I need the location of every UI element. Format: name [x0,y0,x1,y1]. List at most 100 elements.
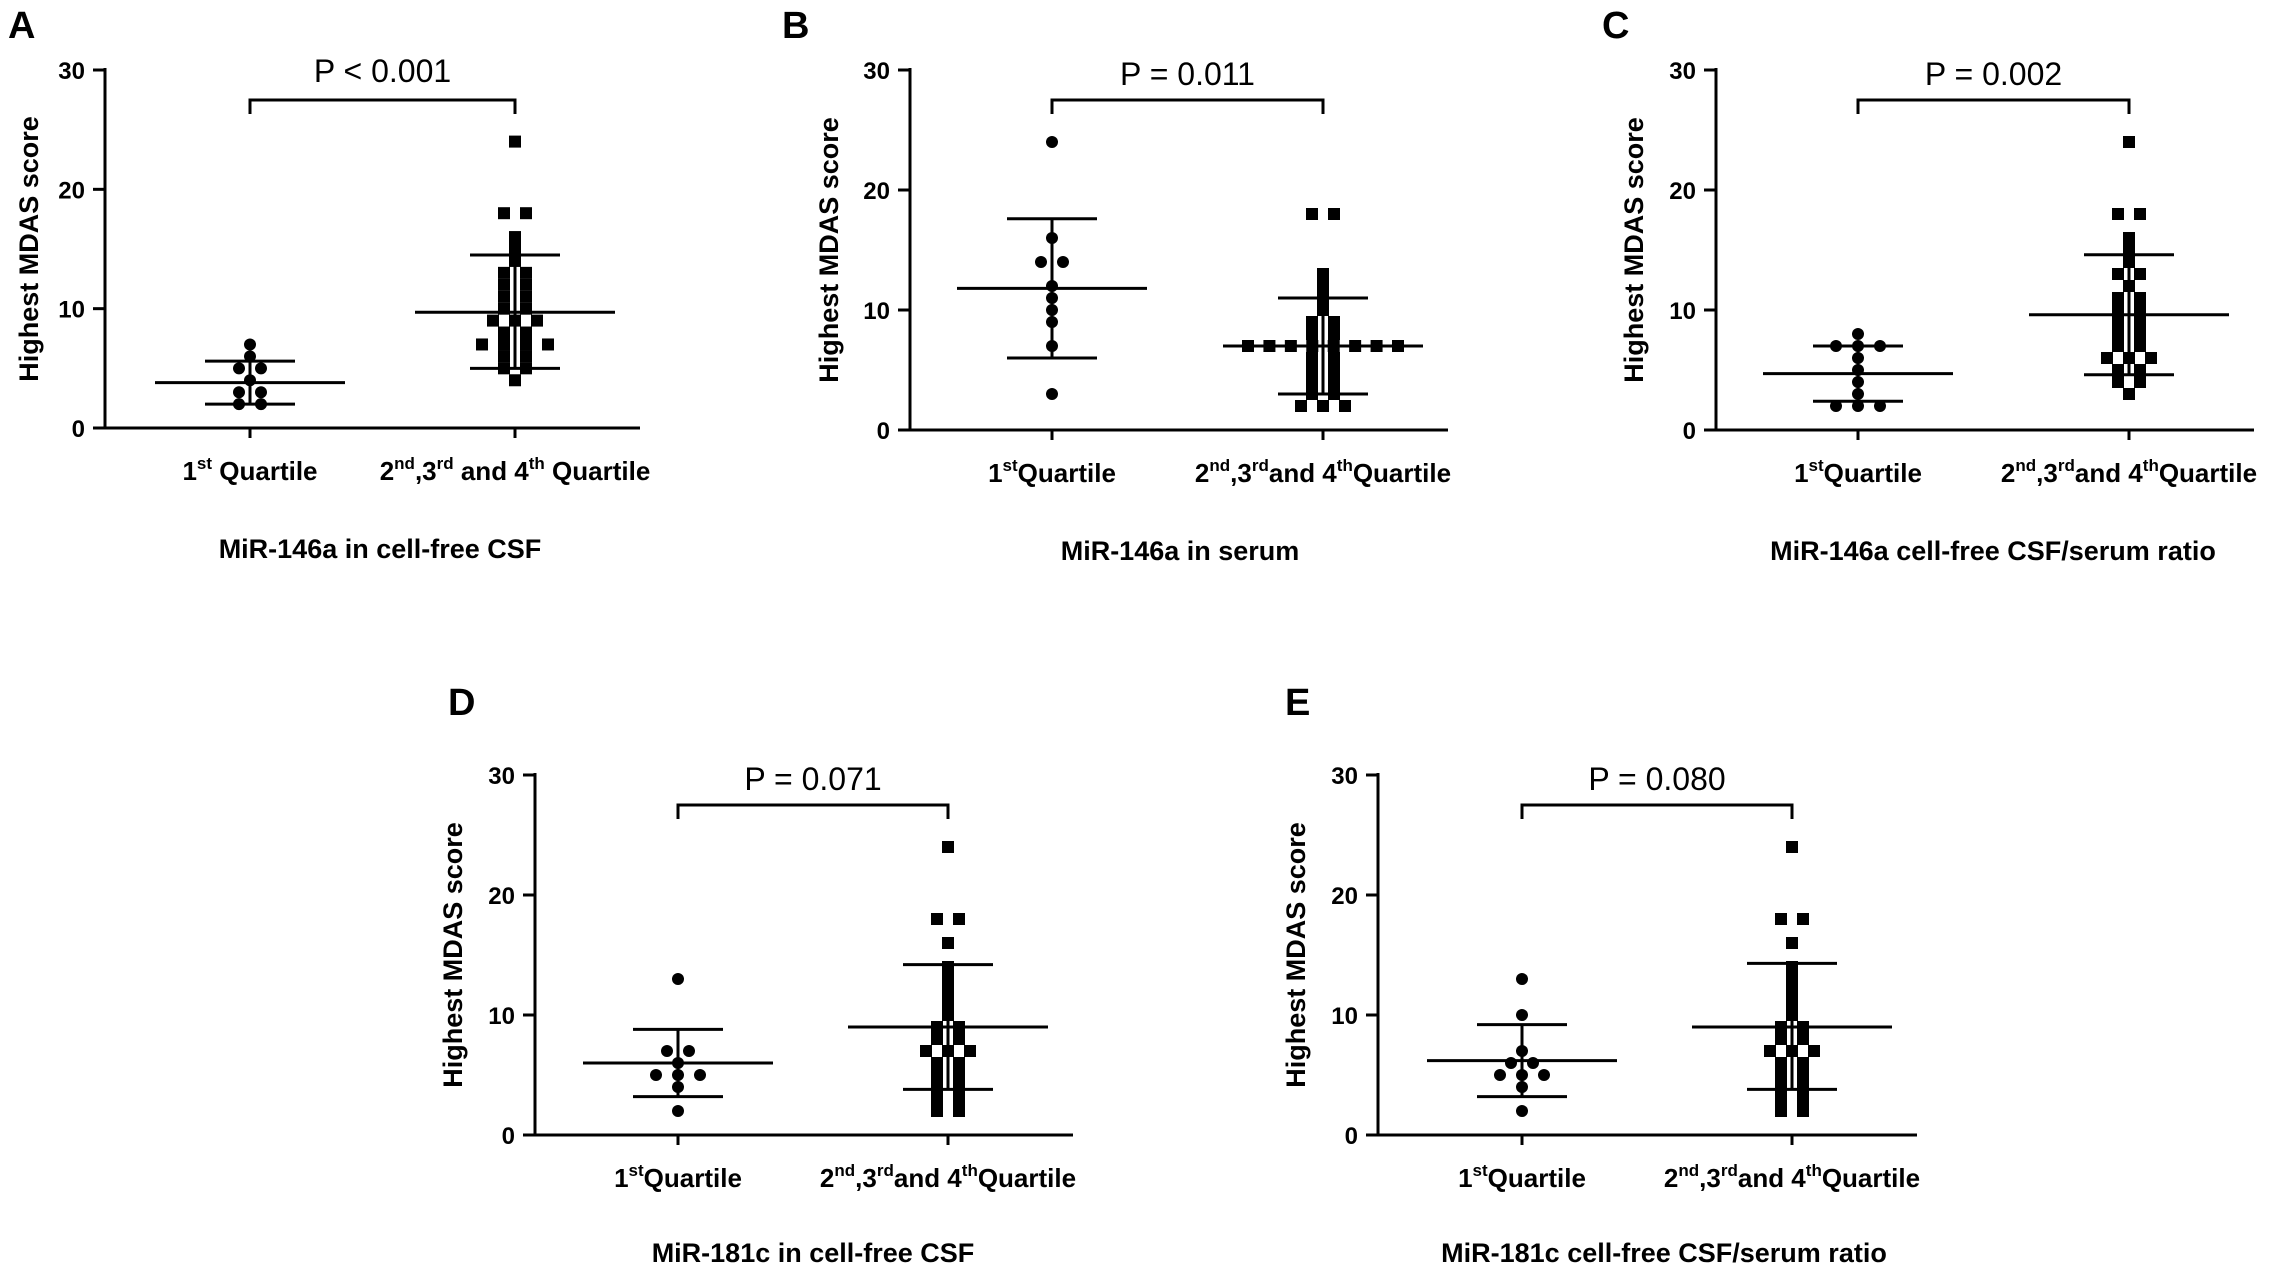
y-tick-label: 0 [1683,418,1696,445]
data-point [650,1069,662,1081]
y-tick-label: 10 [1669,298,1696,325]
significance-bracket [1050,98,1325,114]
data-point [931,1105,943,1117]
data-point [953,913,965,925]
x-category-label: 1stQuartile [614,1161,742,1193]
data-point [2112,316,2124,328]
y-tick-label: 30 [1669,58,1696,85]
data-point [2112,208,2124,220]
data-point [255,386,267,399]
data-point [2112,364,2124,376]
data-point [520,290,532,303]
data-point [520,338,532,351]
data-point [1852,400,1864,412]
x-category-label: 1st Quartile [182,454,317,486]
data-point [1505,1057,1517,1069]
data-point [942,841,954,853]
y-tick-label: 20 [863,178,890,205]
y-tick-label: 20 [58,177,85,204]
data-point [2134,208,2146,220]
data-point [1317,400,1329,412]
x-category-label: 1stQuartile [1794,456,1922,488]
y-tick-label: 20 [1669,178,1696,205]
data-point [244,338,256,351]
data-point [1317,268,1329,280]
data-point [2123,244,2135,256]
data-point [672,973,684,985]
data-point [2123,232,2135,244]
data-point [1328,316,1340,328]
data-point [1306,208,1318,220]
data-point [2112,304,2124,316]
data-point [1328,208,1340,220]
data-point [953,1093,965,1105]
data-point [1494,1069,1506,1081]
data-point [953,1069,965,1081]
x-category-label: 2nd,3rdand 4thQuartile [1195,456,1451,488]
data-point [1306,376,1318,388]
data-point [1764,1045,1776,1057]
chart-subtitle: MiR-146a in cell-free CSF [219,534,542,564]
y-tick-label: 0 [1345,1123,1358,1150]
data-point [509,231,521,244]
data-point [498,266,510,279]
data-point [531,314,543,327]
data-point [509,243,521,255]
data-point [942,937,954,949]
x-category-label: 2nd,3rdand 4thQuartile [2001,456,2257,488]
data-point [2101,352,2113,364]
chart-panel-c: C 0 10 20 30 Highest MDAS score 1stQuartile 2nd… [1602,5,2257,566]
data-point [1775,913,1787,925]
data-point [1317,280,1329,292]
data-point [1775,1069,1787,1081]
data-point [487,314,499,327]
data-point [1797,1081,1809,1093]
x-category-label: 2nd,3rdand 4thQuartile [1664,1161,1920,1193]
panel-letter: B [782,5,809,47]
data-point [2123,136,2135,148]
data-point [1797,1105,1809,1117]
data-point [498,338,510,351]
chart-subtitle: MiR-181c in cell-free CSF [652,1238,975,1268]
data-point [520,326,532,339]
data-point [931,1069,943,1081]
data-point [2134,316,2146,328]
y-tick-label: 20 [1331,883,1358,910]
y-tick-label: 10 [488,1003,515,1030]
y-tick-label: 10 [1331,1003,1358,1030]
p-value-label: P < 0.001 [314,53,451,89]
data-point [520,207,532,220]
data-point [683,1045,695,1057]
data-point [2112,292,2124,304]
y-tick-label: 30 [488,763,515,790]
data-point [1797,1093,1809,1105]
y-tick-label: 10 [863,298,890,325]
data-point [1775,1033,1787,1045]
data-point [498,207,510,220]
data-point [964,1045,976,1057]
y-tick-label: 30 [1331,763,1358,790]
data-point [233,362,245,375]
y-tick-label: 30 [863,58,890,85]
panel-letter: A [8,5,35,47]
y-tick-label: 20 [488,883,515,910]
data-point [255,362,267,375]
data-point [931,1033,943,1045]
data-point [1046,136,1058,148]
y-axis-title: Highest MDAS score [814,117,844,383]
data-point [1516,973,1528,985]
p-value-label: P = 0.071 [744,761,881,797]
y-tick-label: 0 [502,1123,515,1150]
data-point [1786,841,1798,853]
data-point [498,290,510,303]
data-point [1775,1057,1787,1069]
data-point [1797,913,1809,925]
data-point [2134,292,2146,304]
data-point [2112,328,2124,340]
data-point [1057,256,1069,268]
data-point [1328,376,1340,388]
data-point [1306,328,1318,340]
data-point [542,338,554,351]
y-tick-label: 0 [72,416,85,443]
